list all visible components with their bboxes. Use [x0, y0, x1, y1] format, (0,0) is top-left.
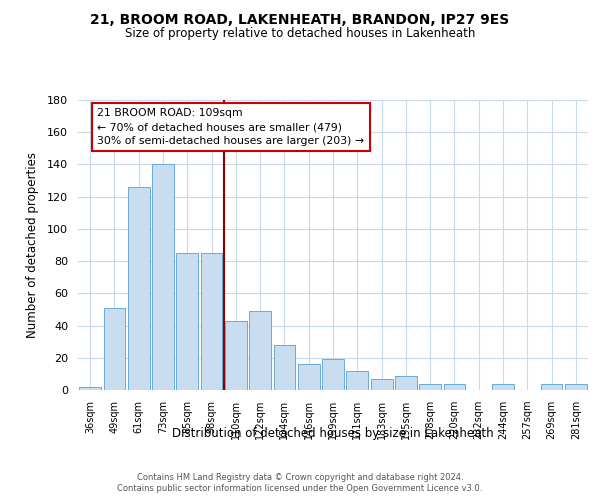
Bar — [176, 253, 198, 390]
Bar — [371, 378, 392, 390]
Bar — [419, 384, 441, 390]
Bar — [492, 384, 514, 390]
Bar — [565, 384, 587, 390]
Bar — [200, 253, 223, 390]
Bar — [395, 376, 417, 390]
Text: Distribution of detached houses by size in Lakenheath: Distribution of detached houses by size … — [172, 428, 494, 440]
Text: Contains HM Land Registry data © Crown copyright and database right 2024.: Contains HM Land Registry data © Crown c… — [137, 472, 463, 482]
Bar — [274, 345, 295, 390]
Bar — [128, 187, 149, 390]
Bar — [443, 384, 466, 390]
Y-axis label: Number of detached properties: Number of detached properties — [26, 152, 39, 338]
Bar — [104, 308, 125, 390]
Text: 21 BROOM ROAD: 109sqm
← 70% of detached houses are smaller (479)
30% of semi-det: 21 BROOM ROAD: 109sqm ← 70% of detached … — [97, 108, 364, 146]
Text: Size of property relative to detached houses in Lakenheath: Size of property relative to detached ho… — [125, 28, 475, 40]
Text: Contains public sector information licensed under the Open Government Licence v3: Contains public sector information licen… — [118, 484, 482, 493]
Bar — [225, 320, 247, 390]
Bar — [322, 360, 344, 390]
Text: 21, BROOM ROAD, LAKENHEATH, BRANDON, IP27 9ES: 21, BROOM ROAD, LAKENHEATH, BRANDON, IP2… — [91, 12, 509, 26]
Bar — [152, 164, 174, 390]
Bar — [298, 364, 320, 390]
Bar — [249, 311, 271, 390]
Bar — [541, 384, 562, 390]
Bar — [346, 370, 368, 390]
Bar — [79, 387, 101, 390]
